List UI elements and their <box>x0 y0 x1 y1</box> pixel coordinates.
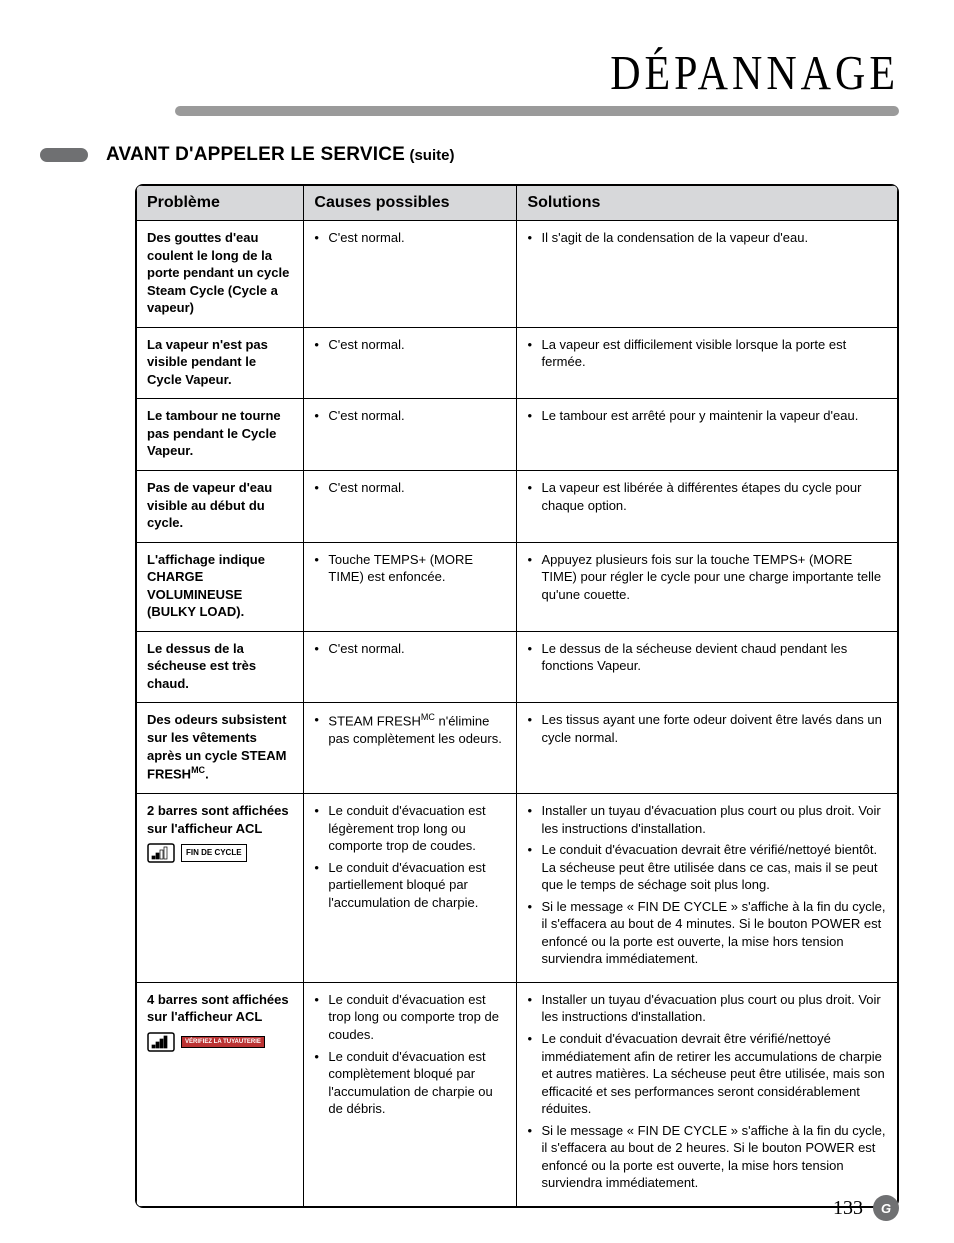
cell-causes: C'est normal. <box>304 399 517 471</box>
cell-causes: Le conduit d'évacuation est trop long ou… <box>304 982 517 1206</box>
list-item: C'est normal. <box>314 479 506 497</box>
cell-causes: Le conduit d'évacuation est légèrement t… <box>304 794 517 983</box>
cell-solutions: Les tissus ayant une forte odeur doivent… <box>517 703 898 794</box>
page-title-block: DÉPANNAGE <box>55 50 899 98</box>
section-heading: AVANT D'APPELER LE SERVICE (suite) <box>106 144 454 166</box>
page-number: 133 <box>833 1197 863 1220</box>
list-item: Le conduit d'évacuation devrait être vér… <box>527 841 887 894</box>
cell-solutions: La vapeur est libérée à différentes étap… <box>517 471 898 543</box>
cell-solutions: Le dessus de la sécheuse devient chaud p… <box>517 631 898 703</box>
th-causes: Causes possibles <box>304 186 517 221</box>
section-suffix: (suite) <box>409 147 454 164</box>
table-row: Des gouttes d'eau coulent le long de la … <box>137 221 898 328</box>
cell-solutions: Le tambour est arrêté pour y maintenir l… <box>517 399 898 471</box>
cell-problem: L'affichage indique CHARGE VOLUMINEUSE (… <box>137 542 304 631</box>
cell-causes: Touche TEMPS+ (MORE TIME) est enfoncée. <box>304 542 517 631</box>
th-problem: Problème <box>137 186 304 221</box>
list-item: C'est normal. <box>314 229 506 247</box>
list-item: Le conduit d'évacuation devrait être vér… <box>527 1030 887 1118</box>
cell-solutions: Installer un tuyau d'évacuation plus cou… <box>517 982 898 1206</box>
cell-problem: 2 barres sont affichées sur l'afficheur … <box>137 794 304 983</box>
page-title: DÉPANNAGE <box>610 46 899 101</box>
cell-causes: C'est normal. <box>304 221 517 328</box>
list-item: Le dessus de la sécheuse devient chaud p… <box>527 640 887 675</box>
section-title: AVANT D'APPELER LE SERVICE <box>106 144 405 165</box>
list-item: Installer un tuyau d'évacuation plus cou… <box>527 802 887 837</box>
cell-problem: Des odeurs subsistent sur les vêtements … <box>137 703 304 794</box>
list-item: C'est normal. <box>314 640 506 658</box>
table-row: Pas de vapeur d'eau visible au début du … <box>137 471 898 543</box>
list-item: Appuyez plusieurs fois sur la touche TEM… <box>527 551 887 604</box>
bullet-pill-icon <box>40 148 88 162</box>
lcd-label: FIN DE CYCLE <box>181 844 247 862</box>
lcd-label-warning: VÉRIFIEZ LA TUYAUTERIE <box>181 1036 265 1049</box>
list-item: Le tambour est arrêté pour y maintenir l… <box>527 407 887 425</box>
cell-solutions: Appuyez plusieurs fois sur la touche TEM… <box>517 542 898 631</box>
table-row: Des odeurs subsistent sur les vêtements … <box>137 703 898 794</box>
table-row: 4 barres sont affichées sur l'afficheur … <box>137 982 898 1206</box>
table-row: Le dessus de la sécheuse est très chaud.… <box>137 631 898 703</box>
list-item: C'est normal. <box>314 407 506 425</box>
list-item: Le conduit d'évacuation est complètement… <box>314 1048 506 1118</box>
table-body: Des gouttes d'eau coulent le long de la … <box>137 221 898 1207</box>
cell-problem: Pas de vapeur d'eau visible au début du … <box>137 471 304 543</box>
cell-causes: STEAM FRESHMC n'élimine pas complètement… <box>304 703 517 794</box>
page-root: DÉPANNAGE AVANT D'APPELER LE SERVICE (su… <box>0 0 954 1243</box>
table-row: La vapeur n'est pas visible pendant le C… <box>137 327 898 399</box>
list-item: Si le message « FIN DE CYCLE » s'affiche… <box>527 898 887 968</box>
list-item: Touche TEMPS+ (MORE TIME) est enfoncée. <box>314 551 506 586</box>
section-heading-row: AVANT D'APPELER LE SERVICE (suite) <box>40 144 899 166</box>
cell-causes: C'est normal. <box>304 327 517 399</box>
table-row: Le tambour ne tourne pas pendant le Cycl… <box>137 399 898 471</box>
list-item: La vapeur est difficilement visible lors… <box>527 336 887 371</box>
lcd-indicator: FIN DE CYCLE <box>147 843 293 863</box>
list-item: Le conduit d'évacuation est légèrement t… <box>314 802 506 855</box>
list-item: Installer un tuyau d'évacuation plus cou… <box>527 991 887 1026</box>
list-item: Si le message « FIN DE CYCLE » s'affiche… <box>527 1122 887 1192</box>
cell-causes: C'est normal. <box>304 631 517 703</box>
cell-solutions: La vapeur est difficilement visible lors… <box>517 327 898 399</box>
page-footer: 133 G <box>833 1195 899 1221</box>
cell-problem: 4 barres sont affichées sur l'afficheur … <box>137 982 304 1206</box>
cell-problem: Le tambour ne tourne pas pendant le Cycl… <box>137 399 304 471</box>
table-row: 2 barres sont affichées sur l'afficheur … <box>137 794 898 983</box>
troubleshooting-table: Problème Causes possibles Solutions Des … <box>136 185 898 1207</box>
list-item: C'est normal. <box>314 336 506 354</box>
list-item: Le conduit d'évacuation est partiellemen… <box>314 859 506 912</box>
troubleshooting-table-wrap: Problème Causes possibles Solutions Des … <box>135 184 899 1208</box>
cell-causes: C'est normal. <box>304 471 517 543</box>
horizontal-rule <box>175 106 899 116</box>
cell-solutions: Il s'agit de la condensation de la vapeu… <box>517 221 898 328</box>
cell-problem: La vapeur n'est pas visible pendant le C… <box>137 327 304 399</box>
list-item: Le conduit d'évacuation est trop long ou… <box>314 991 506 1044</box>
list-item: La vapeur est libérée à différentes étap… <box>527 479 887 514</box>
list-item: Il s'agit de la condensation de la vapeu… <box>527 229 887 247</box>
table-header-row: Problème Causes possibles Solutions <box>137 186 898 221</box>
table-row: L'affichage indique CHARGE VOLUMINEUSE (… <box>137 542 898 631</box>
cell-solutions: Installer un tuyau d'évacuation plus cou… <box>517 794 898 983</box>
list-item: STEAM FRESHMC n'élimine pas complètement… <box>314 711 506 747</box>
list-item: Les tissus ayant une forte odeur doivent… <box>527 711 887 746</box>
cell-problem: Des gouttes d'eau coulent le long de la … <box>137 221 304 328</box>
lg-logo-icon: G <box>873 1195 899 1221</box>
th-solutions: Solutions <box>517 186 898 221</box>
cell-problem: Le dessus de la sécheuse est très chaud. <box>137 631 304 703</box>
lcd-indicator: VÉRIFIEZ LA TUYAUTERIE <box>147 1032 293 1052</box>
